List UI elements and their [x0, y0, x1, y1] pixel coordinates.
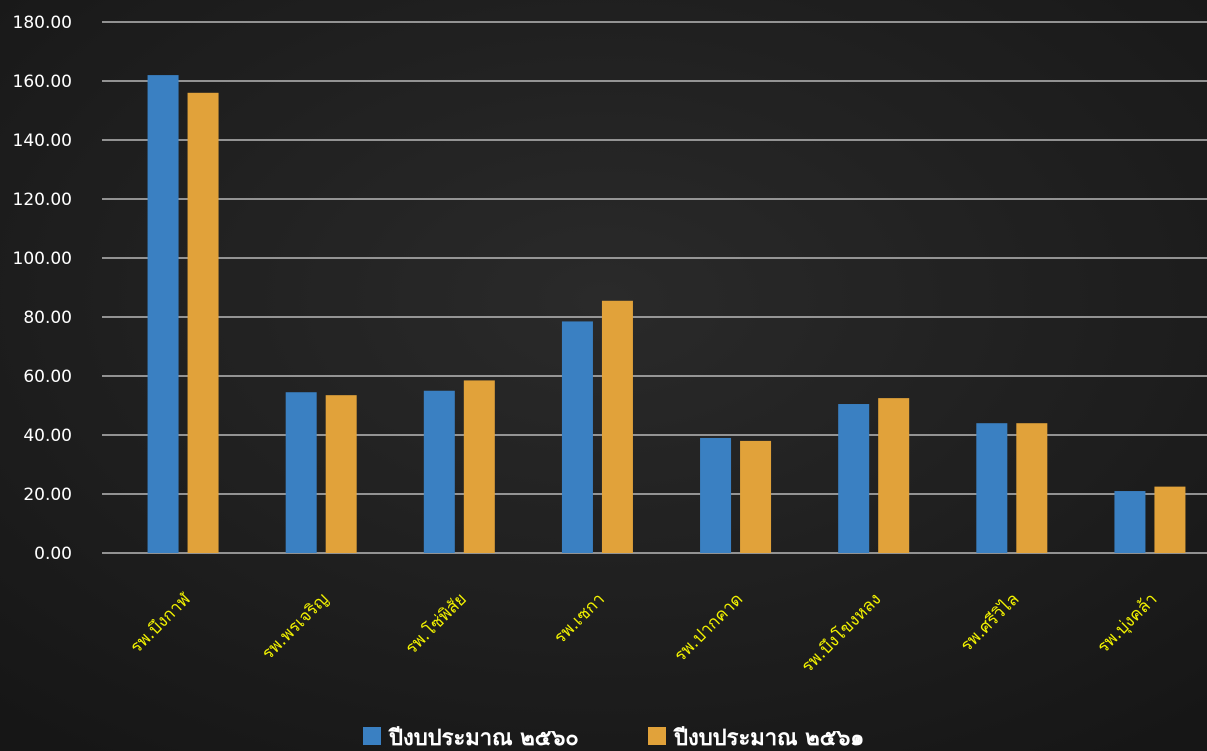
legend-swatch-1: [363, 727, 381, 745]
bar-1-8: [1114, 491, 1146, 553]
bar-2-8: [1154, 486, 1186, 553]
legend: ปีงบประมาณ ๒๕๖๐ ปีงบประมาณ ๒๕๖๑: [363, 726, 864, 751]
bar-2-7: [1016, 423, 1048, 553]
bar-1-7: [976, 423, 1008, 553]
legend-label-1: ปีงบประมาณ ๒๕๖๐: [388, 726, 579, 751]
y-tick-label: 0.00: [34, 544, 72, 564]
bar-2-1: [187, 92, 219, 554]
bar-2-2: [325, 395, 357, 553]
y-tick-label: 180.00: [13, 13, 72, 33]
bar-1-5: [700, 437, 732, 553]
bar-1-6: [838, 404, 870, 553]
bar-2-3: [463, 380, 495, 553]
y-tick-label: 160.00: [13, 72, 72, 92]
y-tick-label: 80.00: [23, 308, 72, 328]
bar-2-5: [740, 440, 772, 553]
y-tick-label: 60.00: [23, 367, 72, 387]
y-tick-label: 100.00: [13, 249, 72, 269]
bar-1-4: [561, 321, 593, 553]
bar-2-4: [601, 300, 633, 553]
bar-1-2: [285, 392, 317, 553]
bar-1-3: [423, 390, 455, 553]
y-tick-label: 20.00: [23, 485, 72, 505]
y-axis-ticks: 0.00 20.00 40.00 60.00 80.00 100.00 120.00 140.…: [13, 13, 72, 564]
bar-2-6: [878, 398, 910, 553]
legend-swatch-2: [648, 727, 666, 745]
y-tick-label: 40.00: [23, 426, 72, 446]
bar-1-1: [147, 75, 179, 553]
y-tick-label: 120.00: [13, 190, 72, 210]
legend-label-2: ปีงบประมาณ ๒๕๖๑: [673, 726, 864, 751]
bars: [147, 75, 1186, 554]
y-tick-label: 140.00: [13, 131, 72, 151]
